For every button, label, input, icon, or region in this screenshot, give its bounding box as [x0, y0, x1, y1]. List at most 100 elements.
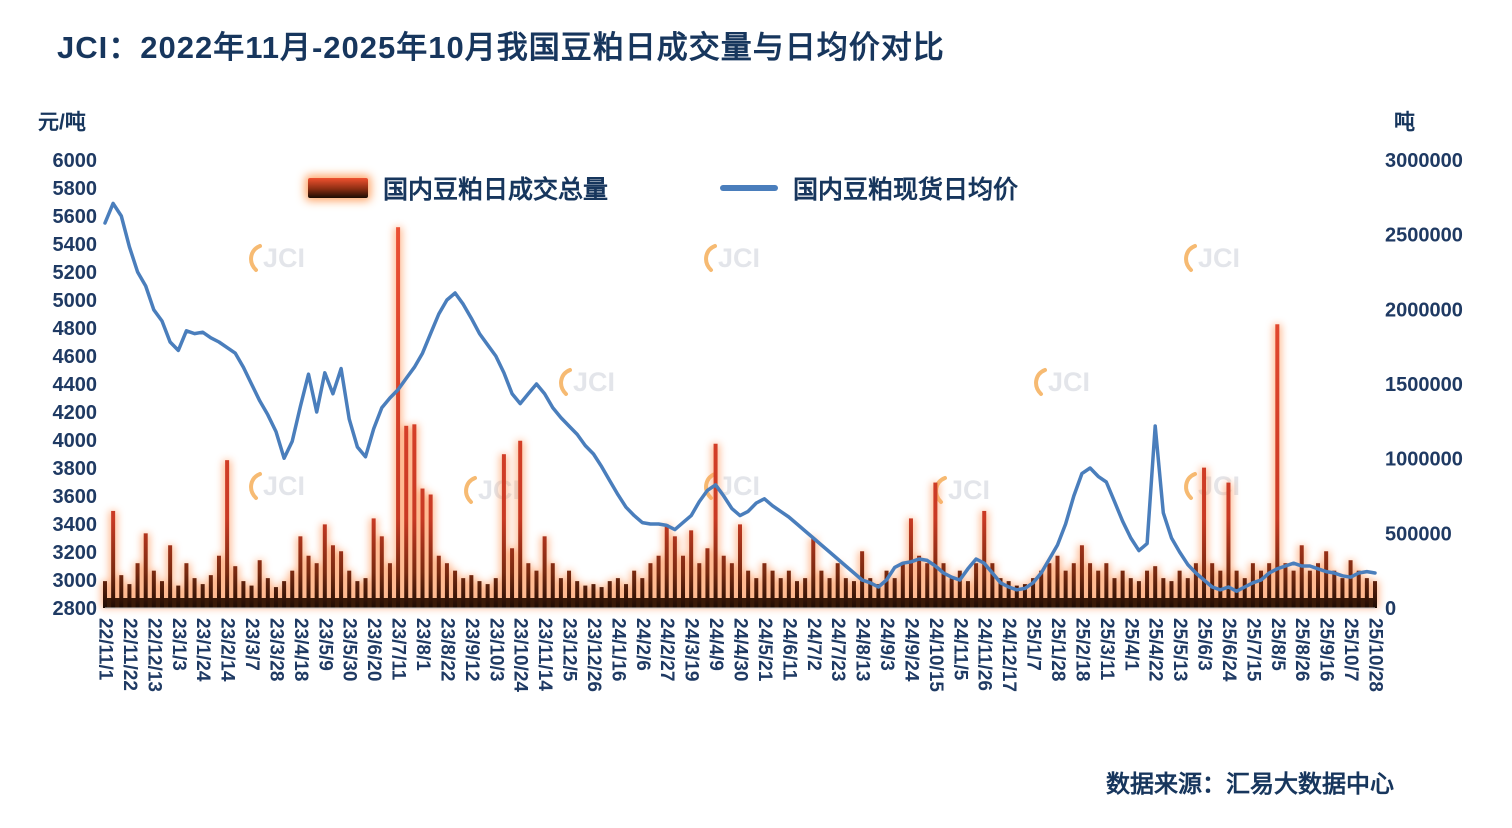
svg-text:23/8/22: 23/8/22: [436, 618, 457, 681]
svg-text:4200: 4200: [53, 402, 98, 424]
svg-text:3200: 3200: [53, 542, 98, 564]
svg-text:24/7/2: 24/7/2: [803, 618, 824, 671]
svg-text:22/11/1: 22/11/1: [95, 618, 116, 681]
svg-text:25/4/1: 25/4/1: [1120, 618, 1141, 671]
svg-text:25/1/7: 25/1/7: [1023, 618, 1044, 671]
svg-text:25/1/28: 25/1/28: [1047, 618, 1068, 681]
watermark-jci: JCI: [934, 475, 990, 505]
svg-text:25/9/16: 25/9/16: [1316, 618, 1337, 681]
watermark-jci: JCI: [464, 475, 520, 505]
svg-text:5400: 5400: [53, 234, 98, 256]
watermark-swoosh-icon: [1184, 472, 1197, 500]
volume-bars: [103, 227, 1377, 608]
svg-text:4600: 4600: [53, 346, 98, 368]
svg-text:25/8/5: 25/8/5: [1267, 618, 1288, 671]
svg-text:25/10/7: 25/10/7: [1340, 618, 1361, 681]
svg-text:23/1/24: 23/1/24: [192, 618, 213, 682]
svg-text:2000000: 2000000: [1385, 299, 1463, 321]
svg-text:23/12/5: 23/12/5: [559, 618, 580, 682]
watermark-swoosh-icon: [1034, 368, 1047, 396]
watermark-jci: JCI: [1184, 243, 1240, 273]
chart-title: JCI：2022年11月-2025年10月我国豆粕日成交量与日均价对比: [57, 30, 945, 65]
svg-text:1500000: 1500000: [1385, 374, 1463, 396]
svg-text:24/3/19: 24/3/19: [681, 618, 702, 681]
chart-legend: 国内豆粕日成交总量 国内豆粕现货日均价: [308, 170, 1018, 206]
svg-text:1000000: 1000000: [1385, 449, 1463, 471]
svg-text:3600: 3600: [53, 486, 98, 508]
svg-text:5800: 5800: [53, 178, 98, 200]
svg-text:25/3/11: 25/3/11: [1096, 618, 1117, 681]
svg-text:25/8/26: 25/8/26: [1291, 618, 1312, 681]
svg-text:24/9/3: 24/9/3: [876, 618, 897, 671]
svg-text:23/11/14: 23/11/14: [534, 618, 555, 691]
svg-text:0: 0: [1385, 598, 1396, 620]
watermark-swoosh-icon: [249, 472, 262, 500]
svg-text:23/3/28: 23/3/28: [265, 618, 286, 681]
svg-text:23/3/7: 23/3/7: [241, 618, 262, 671]
svg-text:24/11/5: 24/11/5: [949, 618, 970, 681]
y-axis-labels-right: 3000000 2500000 2000000 1500000 1000000 50000…: [1385, 150, 1463, 620]
svg-text:25/5/13: 25/5/13: [1169, 618, 1190, 681]
legend-item-price: 国内豆粕现货日均价: [720, 170, 1018, 206]
legend-item-volume: 国内豆粕日成交总量: [308, 170, 608, 206]
svg-text:4400: 4400: [53, 374, 98, 396]
svg-text:23/12/26: 23/12/26: [583, 618, 604, 692]
svg-text:3000: 3000: [53, 570, 98, 592]
watermark-swoosh-icon: [249, 244, 262, 272]
svg-text:23/9/12: 23/9/12: [461, 618, 482, 681]
y-axis-labels-left: 6000 5800 5600 5400 5200 5000 4800 4600 4400 4200…: [53, 150, 98, 620]
svg-text:22/12/13: 22/12/13: [143, 618, 164, 692]
svg-text:6000: 6000: [53, 150, 98, 172]
svg-text:4000: 4000: [53, 430, 98, 452]
svg-text:24/4/9: 24/4/9: [705, 618, 726, 671]
svg-text:4800: 4800: [53, 318, 98, 340]
watermark-swoosh-icon: [559, 368, 572, 396]
svg-text:23/10/3: 23/10/3: [485, 618, 506, 681]
watermark-swoosh-icon: [1184, 244, 1197, 272]
svg-text:24/4/30: 24/4/30: [730, 618, 751, 681]
svg-text:24/10/15: 24/10/15: [925, 618, 946, 692]
data-source: 数据来源：汇易大数据中心: [1106, 771, 1394, 798]
svg-text:23/2/14: 23/2/14: [217, 618, 238, 682]
legend-volume-label: 国内豆粕日成交总量: [383, 176, 609, 204]
watermark-jci: JCI: [559, 367, 615, 397]
svg-text:24/11/26: 24/11/26: [974, 618, 995, 691]
volume-bar-swatch-icon: [308, 178, 368, 198]
svg-text:24/1/16: 24/1/16: [607, 618, 628, 681]
svg-text:JCI: JCI: [263, 471, 305, 501]
svg-text:24/12/17: 24/12/17: [998, 618, 1019, 692]
svg-text:25/10/28: 25/10/28: [1365, 618, 1386, 692]
svg-text:24/2/27: 24/2/27: [656, 618, 677, 681]
price-line-swatch-icon: [720, 185, 779, 191]
svg-text:25/2/18: 25/2/18: [1071, 618, 1092, 681]
svg-text:500000: 500000: [1385, 523, 1452, 545]
svg-text:23/5/30: 23/5/30: [339, 618, 360, 681]
x-axis-labels: 22/11/1 22/11/22 22/12/13 23/1/3 23/1/24 23/2…: [95, 618, 1386, 692]
svg-text:5000: 5000: [53, 290, 98, 312]
svg-text:25/4/22: 25/4/22: [1145, 618, 1166, 681]
watermark-swoosh-icon: [464, 476, 477, 504]
svg-text:JCI: JCI: [573, 367, 615, 397]
watermark-jci: JCI: [1034, 367, 1090, 397]
svg-text:23/8/1: 23/8/1: [412, 618, 433, 671]
svg-text:24/5/21: 24/5/21: [754, 618, 775, 682]
svg-text:3400: 3400: [53, 514, 98, 536]
svg-text:23/10/24: 23/10/24: [510, 618, 531, 692]
svg-text:5200: 5200: [53, 262, 98, 284]
watermark-swoosh-icon: [704, 244, 717, 272]
svg-text:3000000: 3000000: [1385, 150, 1463, 172]
svg-text:25/7/15: 25/7/15: [1242, 618, 1263, 682]
watermark-jci: JCI: [249, 471, 305, 501]
watermark-jci: JCI: [704, 243, 760, 273]
svg-text:23/6/20: 23/6/20: [363, 618, 384, 681]
svg-text:23/4/18: 23/4/18: [290, 618, 311, 681]
svg-text:2800: 2800: [53, 598, 98, 620]
svg-text:23/7/11: 23/7/11: [388, 618, 409, 681]
left-axis-unit: 元/吨: [38, 111, 86, 134]
svg-text:23/5/9: 23/5/9: [314, 618, 335, 671]
svg-text:23/1/3: 23/1/3: [168, 618, 189, 671]
right-axis-unit: 吨: [1394, 111, 1415, 134]
svg-text:24/6/11: 24/6/11: [778, 618, 799, 681]
